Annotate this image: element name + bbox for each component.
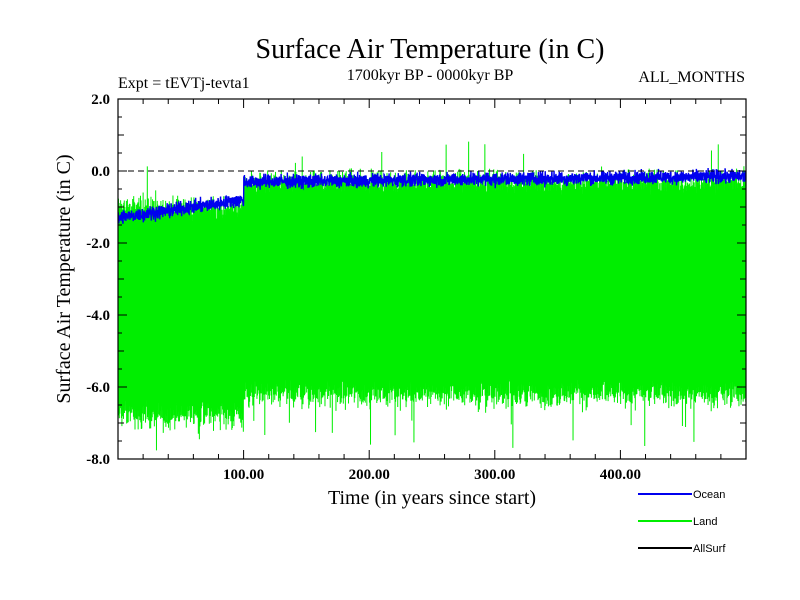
plot-area xyxy=(118,141,746,451)
legend-label-ocean: Ocean xyxy=(693,489,725,501)
legend: Ocean Land AllSurf xyxy=(638,489,726,555)
x-tick-label: 100.00 xyxy=(223,467,264,483)
x-axis-label: Time (in years since start) xyxy=(328,487,536,509)
legend-label-land: Land xyxy=(693,516,717,528)
x-tick-label: 400.00 xyxy=(600,467,641,483)
y-axis-label: Surface Air Temperature (in C) xyxy=(53,154,75,403)
x-tick-label: 300.00 xyxy=(474,467,515,483)
x-tick-label: 200.00 xyxy=(349,467,390,483)
y-tick-label: 2.0 xyxy=(91,92,110,108)
legend-label-allsurf: AllSurf xyxy=(693,543,726,555)
series-ocean xyxy=(118,168,746,224)
y-tick-label: -2.0 xyxy=(86,236,110,252)
chart-subtitle-right: ALL_MONTHS xyxy=(638,69,745,86)
series-land xyxy=(118,141,746,451)
y-tick-label: 0.0 xyxy=(91,164,110,180)
chart-subtitle-center: 1700kyr BP - 0000kyr BP xyxy=(347,67,514,84)
y-tick-label: -6.0 xyxy=(86,380,110,396)
chart-subtitle-left: Expt = tEVTj-tevta1 xyxy=(118,75,250,92)
y-tick-label: -8.0 xyxy=(86,452,110,468)
y-tick-label: -4.0 xyxy=(86,308,110,324)
chart-title: Surface Air Temperature (in C) xyxy=(256,34,605,65)
